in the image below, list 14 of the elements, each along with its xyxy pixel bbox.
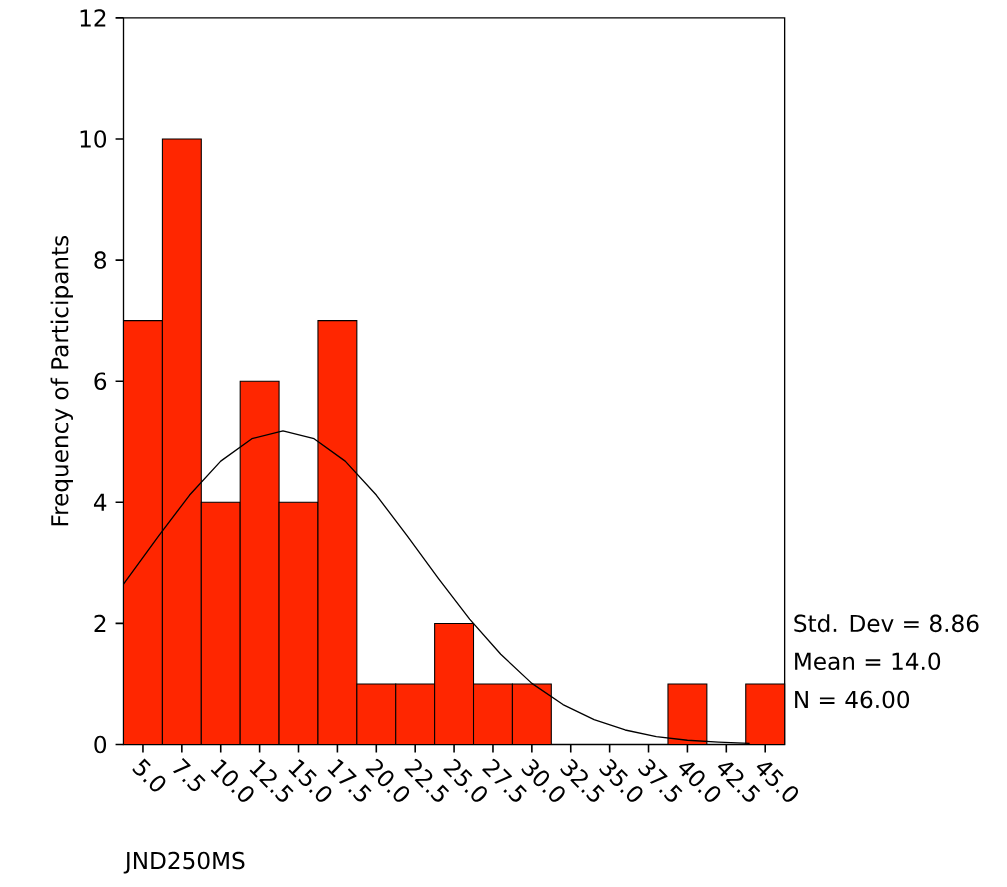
- y-tick-label: 4: [93, 493, 107, 511]
- y-tick-label: 8: [94, 251, 106, 269]
- x-tick-label: 5.0: [132, 758, 166, 792]
- y-tick-label: 0: [94, 735, 107, 754]
- text: N = 46.00: [795, 690, 910, 708]
- x-axis-title: JND250MS: [123, 851, 245, 874]
- y-tick-label: 10: [80, 129, 107, 148]
- text: Std. Dev = 8.86: [794, 613, 979, 632]
- x-tick-label: 7.5: [172, 757, 206, 791]
- y-tick-label: 12: [80, 9, 106, 27]
- y-tick-label: 6: [94, 372, 107, 390]
- text: Mean = 14.0: [795, 652, 941, 670]
- y-tick-label: 2: [94, 614, 106, 632]
- y-axis-title: Frequency of Participants: [50, 235, 73, 526]
